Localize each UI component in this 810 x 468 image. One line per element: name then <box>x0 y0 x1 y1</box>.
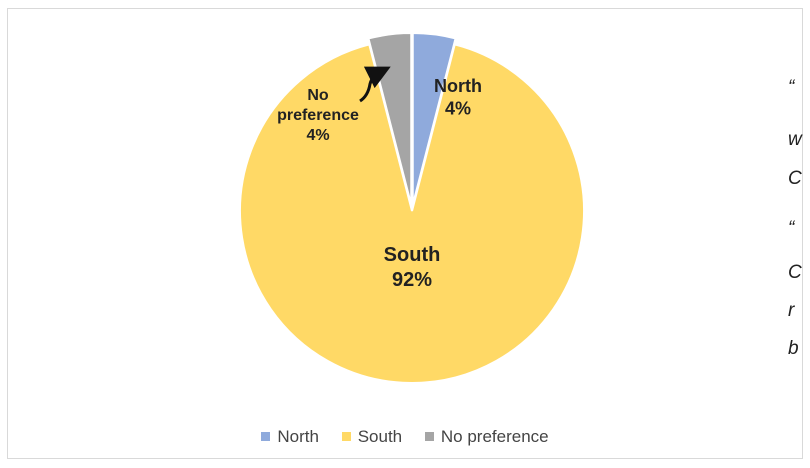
side-text-line-4: “ <box>788 218 795 239</box>
legend-item-north: North <box>261 427 319 447</box>
legend-swatch-south <box>341 432 351 441</box>
data-label-south: South 92% <box>384 244 441 291</box>
legend-item-south: South <box>341 426 403 447</box>
data-label-no-preference: No preference 4% <box>277 87 359 144</box>
leader-arrow <box>359 66 391 103</box>
legend-label-north: North <box>277 426 319 446</box>
legend-swatch-no-preference <box>424 432 434 441</box>
legend-item-no-preference: No preference <box>424 426 549 447</box>
side-text-line-7: b <box>788 338 799 359</box>
pie-slice-north <box>411 32 457 206</box>
side-text-line-3: C <box>788 168 802 189</box>
pie-slice-south <box>239 43 585 384</box>
side-text-line-1: “ <box>788 77 795 98</box>
legend-label-south: South <box>357 426 403 446</box>
side-text-line-5: C <box>788 262 802 283</box>
data-label-north: North 4% <box>434 76 482 119</box>
legend-label-no-preference: No preference <box>440 426 549 446</box>
side-text-line-2: w <box>788 129 802 150</box>
legend-swatch-north <box>261 432 271 441</box>
side-text-line-6: r <box>788 300 795 321</box>
chart-legend: North South No preference <box>0 426 810 447</box>
